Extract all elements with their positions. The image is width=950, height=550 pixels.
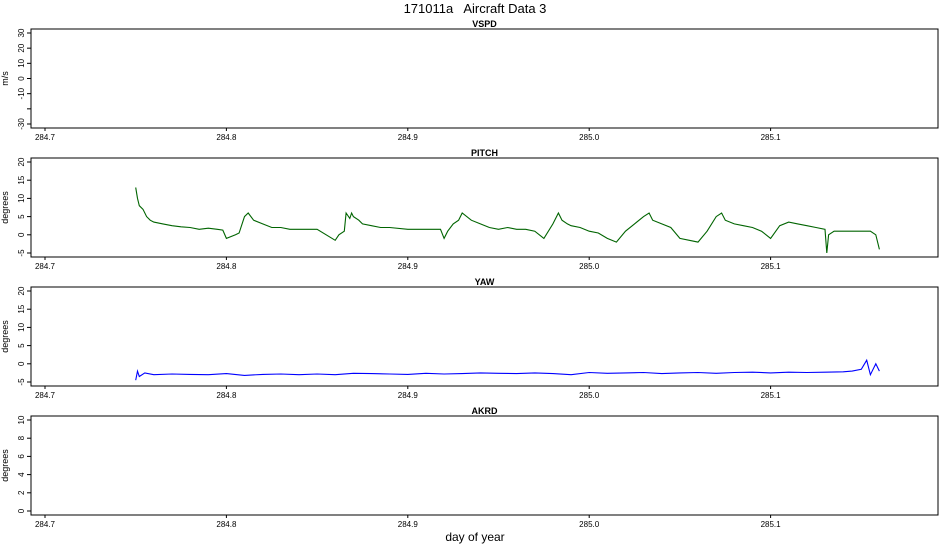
panel-1-xtick-label: 285.1 bbox=[761, 262, 782, 271]
panel-0-ytick-label: 10 bbox=[17, 58, 26, 67]
panel-2-ytick-label: 0 bbox=[17, 361, 26, 366]
panel-3-xtick-label: 284.9 bbox=[398, 520, 419, 529]
panel-1-series-0-line bbox=[135, 187, 880, 254]
panel-3-ytick-label: 4 bbox=[17, 472, 26, 477]
chart-main-title: 171011a Aircraft Data 3 bbox=[403, 1, 547, 16]
panel-2-ytick-label: 20 bbox=[17, 286, 26, 295]
panel-0-title: VSPD bbox=[472, 19, 497, 29]
panel-0-xtick-label: 284.9 bbox=[398, 133, 419, 142]
panel-1-ytick-label: 15 bbox=[17, 175, 26, 184]
panel-1-ytick-label: -5 bbox=[17, 249, 26, 257]
panel-1-ytick-label: 5 bbox=[17, 214, 26, 219]
panel-3-title: AKRD bbox=[472, 406, 498, 416]
panel-3-ytick-label: 6 bbox=[17, 454, 26, 459]
panel-3-frame bbox=[30, 415, 939, 516]
panel-3-xtick-label: 284.8 bbox=[216, 520, 237, 529]
panel-2-xtick-label: 284.9 bbox=[398, 391, 419, 400]
panel-3-ytick-label: 2 bbox=[17, 490, 26, 495]
panel-0-ytick-label: -10 bbox=[17, 87, 26, 99]
panel-2-xtick-label: 285.0 bbox=[579, 391, 600, 400]
panel-0-xtick-label: 284.7 bbox=[35, 133, 56, 142]
panel-0-xtick-label: 285.1 bbox=[761, 133, 782, 142]
panel-2-ytick-label: 15 bbox=[17, 304, 26, 313]
panel-2-xtick-label: 284.8 bbox=[216, 391, 237, 400]
panel-2-xtick-label: 285.1 bbox=[761, 391, 782, 400]
panel-2-ylabel: degrees bbox=[0, 320, 10, 353]
panel-3-ytick-label: 10 bbox=[17, 415, 26, 424]
panel-2-ytick-label: 5 bbox=[17, 343, 26, 348]
panel-2-title: YAW bbox=[475, 277, 495, 287]
panel-0-ytick-label: 30 bbox=[17, 28, 26, 37]
panel-2-xtick-label: 284.7 bbox=[35, 391, 56, 400]
panel-3-xtick-label: 284.7 bbox=[35, 520, 56, 529]
panel-1-xtick-label: 284.9 bbox=[398, 262, 419, 271]
panel-1-title: PITCH bbox=[471, 148, 498, 158]
panel-0-ytick-label: -30 bbox=[17, 118, 26, 130]
panel-0-ylabel: m/s bbox=[0, 71, 10, 86]
panel-1-ylabel: degrees bbox=[0, 191, 10, 224]
panel-3-ytick-label: 0 bbox=[17, 508, 26, 513]
panel-0-ytick-label: 20 bbox=[17, 43, 26, 52]
panel-2-ytick-label: 10 bbox=[17, 322, 26, 331]
panel-3-ytick-label: 8 bbox=[17, 435, 26, 440]
panel-0-xtick-label: 285.0 bbox=[579, 133, 600, 142]
panel-1-ytick-label: 10 bbox=[17, 193, 26, 202]
panel-2-series-0-line bbox=[135, 358, 880, 381]
panel-2-ytick-label: -5 bbox=[17, 378, 26, 386]
panel-0-ytick-label: 0 bbox=[17, 76, 26, 81]
panel-1-xtick-label: 284.8 bbox=[216, 262, 237, 271]
panel-0-xtick-label: 284.8 bbox=[216, 133, 237, 142]
panel-0-frame bbox=[30, 28, 939, 129]
panel-1-xtick-label: 284.7 bbox=[35, 262, 56, 271]
panel-2-frame bbox=[30, 286, 939, 387]
panel-1-frame bbox=[30, 157, 939, 258]
panel-3-xtick-label: 285.0 bbox=[579, 520, 600, 529]
panel-1-ytick-label: 20 bbox=[17, 157, 26, 166]
panel-3-xtick-label: 285.1 bbox=[761, 520, 782, 529]
panel-3-ylabel: degrees bbox=[0, 449, 10, 482]
x-axis-label: day of year bbox=[445, 530, 505, 544]
panel-1-ytick-label: 0 bbox=[17, 232, 26, 237]
panel-1-xtick-label: 285.0 bbox=[579, 262, 600, 271]
